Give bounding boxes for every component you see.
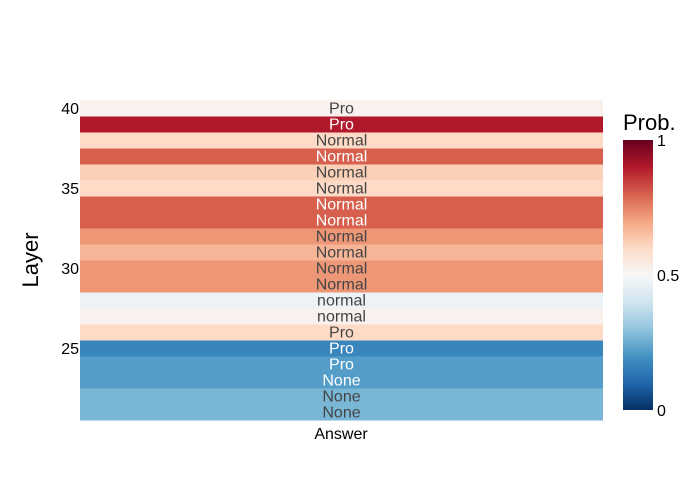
heatmap-cell-label: None: [322, 405, 360, 422]
heatmap-cell: [80, 404, 603, 421]
heatmap-cell-label: Pro: [329, 341, 354, 358]
heatmap-cell: [80, 164, 603, 181]
y-axis-title: Layer: [18, 232, 43, 287]
heatmap-cell: [80, 356, 603, 373]
heatmap-cell-label: Pro: [329, 101, 354, 118]
heatmap-cell: [80, 372, 603, 389]
y-tick-label: 25: [61, 341, 79, 358]
colorbar-ticks: 00.51: [657, 133, 679, 420]
heatmap-cell-label: Pro: [329, 325, 354, 342]
heatmap-cell: [80, 148, 603, 165]
heatmap-cell-label: Normal: [316, 133, 368, 150]
y-tick-label: 30: [61, 261, 79, 278]
heatmap-cell: [80, 180, 603, 197]
heatmap-cell-labels: NoneNoneNoneProProPronormalnormalNormalN…: [316, 101, 368, 422]
heatmap-cell-label: Normal: [316, 181, 368, 198]
heatmap-cell: [80, 276, 603, 293]
heatmap-cell: [80, 132, 603, 149]
heatmap-cell-label: None: [322, 373, 360, 390]
heatmap-cell-label: Normal: [316, 149, 368, 166]
heatmap-cell: [80, 116, 603, 133]
heatmap-cell-label: normal: [317, 293, 366, 310]
colorbar-gradient: [623, 140, 653, 410]
colorbar-tick-label: 0: [657, 403, 666, 420]
x-tick-label: Answer: [314, 426, 368, 443]
heatmap-cells: [80, 100, 603, 421]
heatmap-cell-label: Normal: [316, 229, 368, 246]
colorbar-title: Prob.: [623, 110, 676, 135]
heatmap-cell-label: Normal: [316, 277, 368, 294]
heatmap-cell-label: normal: [317, 309, 366, 326]
heatmap-cell-label: Normal: [316, 245, 368, 262]
heatmap-cell: [80, 244, 603, 261]
colorbar: Prob. 00.51: [623, 110, 679, 420]
heatmap-cell: [80, 196, 603, 213]
colorbar-tick-label: 0.5: [657, 268, 679, 285]
heatmap-cell-label: Normal: [316, 197, 368, 214]
heatmap-cell-label: Normal: [316, 213, 368, 230]
heatmap-cell: [80, 324, 603, 341]
heatmap-cell-label: Normal: [316, 165, 368, 182]
heatmap-cell: [80, 292, 603, 309]
heatmap-cell: [80, 308, 603, 325]
heatmap-cell: [80, 212, 603, 229]
heatmap-cell: [80, 340, 603, 357]
heatmap-cell: [80, 100, 603, 117]
colorbar-tick-label: 1: [657, 133, 666, 150]
heatmap-cell: [80, 260, 603, 277]
heatmap-cell-label: None: [322, 389, 360, 406]
heatmap-cell-label: Pro: [329, 117, 354, 134]
heatmap-cell: [80, 228, 603, 245]
heatmap-cell: [80, 388, 603, 405]
heatmap-cell-label: Pro: [329, 357, 354, 374]
heatmap-cell-label: Normal: [316, 261, 368, 278]
y-axis-ticks: 25 30 35 40: [61, 101, 79, 358]
y-tick-label: 40: [61, 101, 79, 118]
y-tick-label: 35: [61, 181, 79, 198]
